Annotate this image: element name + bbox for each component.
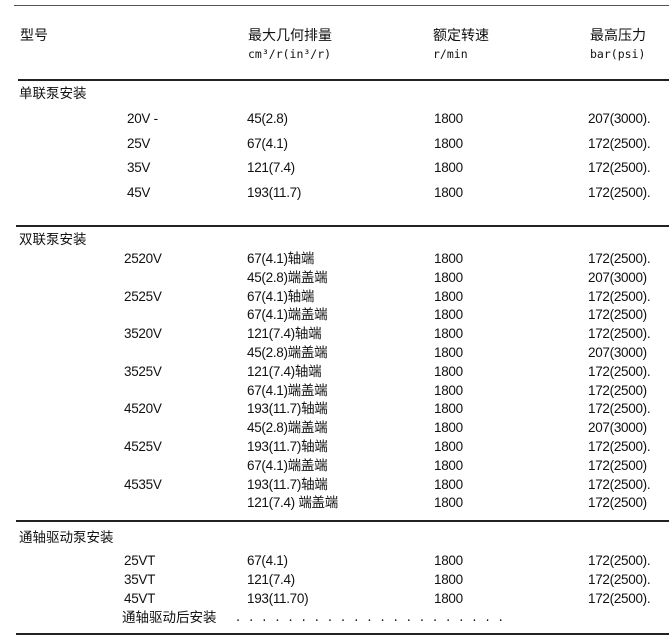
cell-disp: 45(2.8)端盖端 — [247, 420, 328, 435]
cell-disp: 121(7.4)轴端 — [247, 364, 322, 379]
cell-disp: 45(2.8) — [247, 111, 288, 126]
cell-speed: 1800 — [434, 495, 463, 510]
cell-pressure: 172(2500). — [588, 136, 651, 151]
header-displacement-unit: cm³/r(in³/r) — [248, 47, 332, 61]
cell-disp: 193(11.7) — [247, 185, 302, 200]
cell-speed: 1800 — [434, 270, 463, 285]
cell-disp: 193(11.7)轴端 — [247, 477, 328, 492]
cell-model: 20V - — [127, 111, 158, 126]
header-rule — [18, 79, 669, 81]
cell-model: 45V — [127, 185, 151, 200]
cell-pressure: 172(2500). — [588, 160, 651, 175]
cell-disp: 45(2.8)端盖端 — [247, 345, 328, 360]
header-pressure: 最高压力 — [590, 28, 646, 44]
cell-speed: 1800 — [434, 401, 463, 416]
cell-disp: 67(4.1)端盖端 — [247, 383, 328, 398]
cell-speed: 1800 — [434, 251, 463, 266]
cell-model: 4525V — [124, 439, 162, 454]
cell-disp: 121(7.4) — [247, 572, 295, 587]
cell-pressure: 172(2500). — [588, 591, 651, 606]
cell-speed: 1800 — [434, 553, 463, 568]
cell-disp: 121(7.4) 端盖端 — [247, 495, 338, 510]
cell-model: 25V — [127, 136, 151, 151]
footer-leader: ..................... — [236, 610, 512, 625]
cell-disp: 67(4.1)端盖端 — [247, 458, 328, 473]
cell-speed: 1800 — [434, 345, 463, 360]
header-speed-unit: r/min — [433, 47, 468, 61]
cell-disp: 193(11.70) — [247, 591, 309, 606]
cell-speed: 1800 — [434, 326, 463, 341]
cell-pressure: 172(2500) — [588, 307, 647, 322]
bottom-rule — [16, 633, 669, 635]
cell-disp: 193(11.7)轴端 — [247, 401, 328, 416]
cell-speed: 1800 — [434, 111, 463, 126]
cell-pressure: 207(3000) — [588, 420, 647, 435]
cell-model: 35V — [127, 160, 151, 175]
cell-pressure: 172(2500). — [588, 364, 651, 379]
header-model: 型号 — [20, 28, 48, 44]
cell-pressure: 172(2500) — [588, 458, 647, 473]
cell-speed: 1800 — [434, 572, 463, 587]
cell-pressure: 172(2500). — [588, 477, 651, 492]
cell-speed: 1800 — [434, 477, 463, 492]
header-speed: 额定转速 — [433, 28, 489, 44]
cell-model: 3525V — [124, 364, 162, 379]
cell-pressure: 207(3000) — [588, 270, 647, 285]
cell-pressure: 172(2500). — [588, 439, 651, 454]
cell-model: 4520V — [124, 401, 162, 416]
cell-pressure: 207(3000). — [588, 111, 651, 126]
section-rule — [16, 520, 669, 522]
header-pressure-unit: bar(psi) — [590, 47, 646, 61]
cell-pressure: 172(2500). — [588, 289, 651, 304]
header-displacement: 最大几何排量 — [248, 28, 332, 44]
section-title: 双联泵安装 — [19, 232, 87, 248]
footer-label: 通轴驱动后安装 — [122, 610, 217, 626]
cell-model: 25VT — [124, 553, 156, 568]
cell-speed: 1800 — [434, 439, 463, 454]
cell-speed: 1800 — [434, 420, 463, 435]
cell-speed: 1800 — [434, 591, 463, 606]
cell-speed: 1800 — [434, 383, 463, 398]
cell-model: 45VT — [124, 591, 156, 606]
cell-model: 35VT — [124, 572, 156, 587]
cell-disp: 121(7.4) — [247, 160, 295, 175]
cell-pressure: 207(3000) — [588, 345, 647, 360]
cell-disp: 121(7.4)轴端 — [247, 326, 322, 341]
cell-disp: 67(4.1)轴端 — [247, 251, 315, 266]
cell-speed: 1800 — [434, 160, 463, 175]
cell-pressure: 172(2500). — [588, 401, 651, 416]
cell-pressure: 172(2500). — [588, 572, 651, 587]
section-title: 通轴驱动泵安装 — [19, 530, 114, 546]
cell-disp: 67(4.1)轴端 — [247, 289, 315, 304]
section-title: 单联泵安装 — [19, 86, 87, 102]
cell-pressure: 172(2500) — [588, 495, 647, 510]
cell-model: 3520V — [124, 326, 162, 341]
cell-pressure: 172(2500). — [588, 251, 651, 266]
top-rule — [14, 5, 669, 6]
cell-disp: 45(2.8)端盖端 — [247, 270, 328, 285]
cell-pressure: 172(2500). — [588, 326, 651, 341]
cell-model: 2525V — [124, 289, 162, 304]
cell-disp: 193(11.7)轴端 — [247, 439, 328, 454]
cell-speed: 1800 — [434, 364, 463, 379]
cell-model: 2520V — [124, 251, 162, 266]
cell-speed: 1800 — [434, 136, 463, 151]
cell-speed: 1800 — [434, 458, 463, 473]
cell-speed: 1800 — [434, 185, 463, 200]
cell-speed: 1800 — [434, 289, 463, 304]
cell-pressure: 172(2500). — [588, 553, 651, 568]
cell-disp: 67(4.1)端盖端 — [247, 307, 328, 322]
cell-disp: 67(4.1) — [247, 136, 288, 151]
cell-pressure: 172(2500) — [588, 383, 647, 398]
section-rule — [16, 225, 669, 227]
cell-speed: 1800 — [434, 307, 463, 322]
cell-disp: 67(4.1) — [247, 553, 288, 568]
cell-pressure: 172(2500). — [588, 185, 651, 200]
cell-model: 4535V — [124, 477, 162, 492]
